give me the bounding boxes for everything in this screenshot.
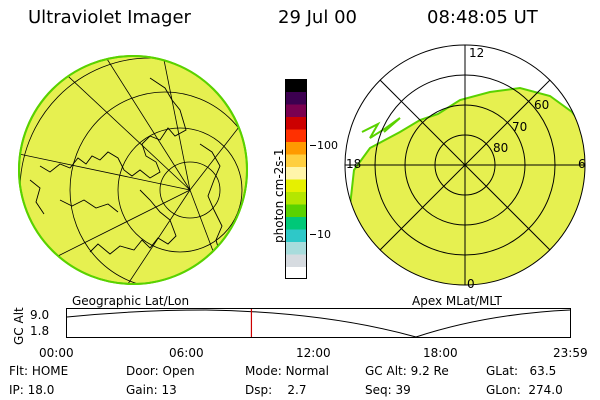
status-ip-value: 18.0 <box>27 383 55 397</box>
colorbar-band <box>285 104 307 117</box>
timeline-tick-0600: 06:00 <box>169 346 204 360</box>
status-door-value: Open <box>162 364 195 378</box>
status-gain-value: 13 <box>161 383 177 397</box>
colorbar-frame <box>285 79 307 279</box>
status-seq: Seq: 39 <box>365 383 411 397</box>
status-mode-value: Normal <box>285 364 329 378</box>
mlt-label-12: 12 <box>469 46 485 60</box>
colorbar-band <box>285 254 307 267</box>
colorbar <box>285 79 307 280</box>
status-gcalt-label: GC Alt: <box>365 364 407 378</box>
colorbar-band <box>285 241 307 255</box>
status-glon-value: 274.0 <box>528 383 563 397</box>
status-ip: IP: 18.0 <box>9 383 54 397</box>
status-dsp-value: 2.7 <box>287 383 307 397</box>
colorbar-band <box>285 204 307 217</box>
timeline-tick-2359: 23:59 <box>553 346 588 360</box>
mlat-label-80: 80 <box>493 141 509 155</box>
timeline-frame <box>66 308 571 338</box>
mlat-label-70: 70 <box>512 120 528 134</box>
status-dsp-label: Dsp: <box>245 383 273 397</box>
colorbar-gradient <box>285 79 307 280</box>
timeline-tick-1200: 12:00 <box>296 346 331 360</box>
status-door-label: Door: <box>126 364 159 378</box>
colorbar-band <box>285 216 307 230</box>
colorbar-band <box>285 179 307 192</box>
colorbar-tick-label-10: 10 <box>317 228 331 241</box>
status-glat-label: GLat: <box>486 364 519 378</box>
status-flt-label: Flt: <box>9 364 28 378</box>
instrument-title: Ultraviolet Imager <box>28 7 191 28</box>
timeline-ymax: 9.0 <box>30 308 50 322</box>
status-gain: Gain: 13 <box>126 383 177 397</box>
colorbar-tick-label-100: 100 <box>317 139 338 152</box>
apex-caption: Apex MLat/MLT <box>412 294 502 308</box>
status-flt: Flt: HOME <box>9 364 68 378</box>
timeline-axis-title: GC Alt <box>12 307 26 345</box>
altitude-curve <box>66 309 571 338</box>
polar-edge-patch <box>361 117 401 139</box>
colorbar-band <box>285 229 307 242</box>
status-gcalt-value: 9.2 Re <box>410 364 449 378</box>
geographic-map <box>18 55 248 285</box>
mlt-label-6: 6 <box>578 157 586 171</box>
colorbar-band <box>285 154 307 167</box>
colorbar-tick-10 <box>310 234 316 235</box>
header-time: 08:48:05 UT <box>427 7 538 28</box>
geographic-caption: Geographic Lat/Lon <box>72 294 190 308</box>
status-seq-value: 39 <box>395 383 411 397</box>
status-glat-value: 63.5 <box>529 364 557 378</box>
status-mode-label: Mode: <box>245 364 282 378</box>
status-seq-label: Seq: <box>365 383 392 397</box>
polar-grid <box>344 44 586 286</box>
status-glon-label: GLon: <box>486 383 521 397</box>
status-flt-value: HOME <box>31 364 69 378</box>
colorbar-band <box>285 266 307 280</box>
header-date: 29 Jul 00 <box>278 7 357 28</box>
colorbar-unit-label: photon cm-2s-1 <box>272 148 286 244</box>
status-ip-label: IP: <box>9 383 24 397</box>
status-gain-label: Gain: <box>126 383 158 397</box>
colorbar-band <box>285 129 307 142</box>
colorbar-band <box>285 191 307 205</box>
polar-emission <box>345 86 585 285</box>
status-glon: GLon: 274.0 <box>486 383 563 397</box>
mlt-label-0: 0 <box>467 277 475 291</box>
status-door: Door: Open <box>126 364 195 378</box>
colorbar-band <box>285 141 307 155</box>
colorbar-band <box>285 166 307 180</box>
colorbar-tick-100 <box>310 145 316 146</box>
magnetic-polar-map <box>344 44 586 286</box>
timeline-ymin: 1.8 <box>30 324 50 338</box>
orbit-timeline <box>66 308 571 338</box>
colorbar-band <box>285 79 307 92</box>
timeline-tick-1800: 18:00 <box>423 346 458 360</box>
status-gcalt: GC Alt: 9.2 Re <box>365 364 449 378</box>
mlt-label-18: 18 <box>346 157 362 171</box>
mlat-label-60: 60 <box>534 98 550 112</box>
colorbar-band <box>285 116 307 130</box>
status-mode: Mode: Normal <box>245 364 329 378</box>
status-dsp: Dsp: 2.7 <box>245 383 307 397</box>
status-glat: GLat: 63.5 <box>486 364 556 378</box>
timeline-tick-0000: 00:00 <box>39 346 74 360</box>
colorbar-band <box>285 91 307 105</box>
